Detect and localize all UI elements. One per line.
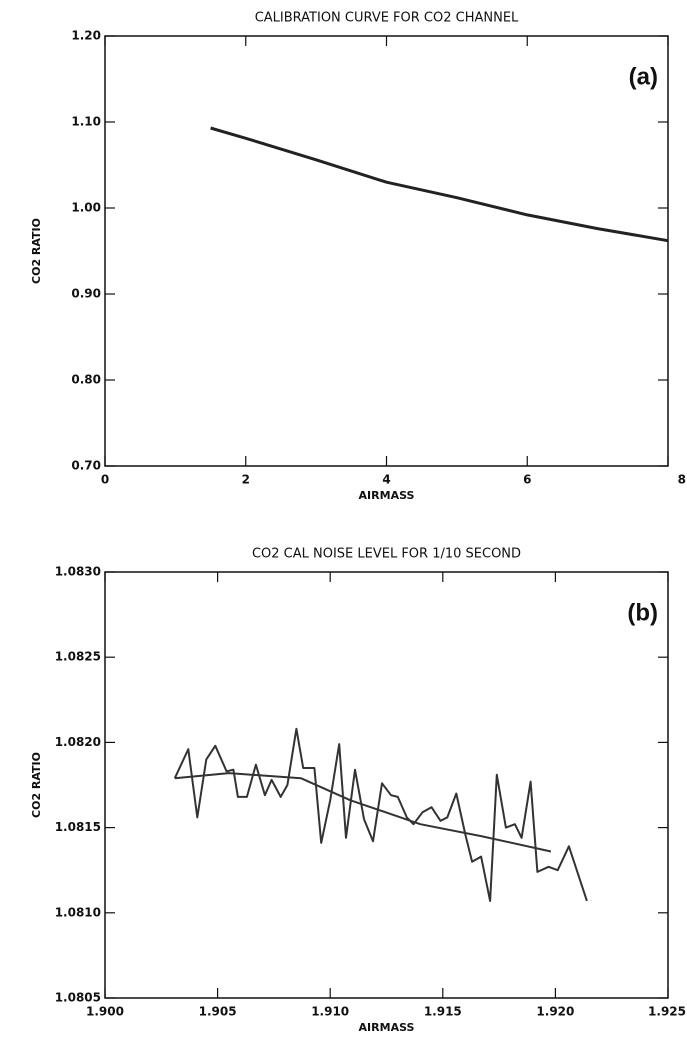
y-tick-label: 1.0810 [55, 905, 101, 919]
x-tick-label: 4 [382, 473, 390, 487]
x-tick-label: 1.920 [536, 1005, 574, 1019]
x-axis-label: AIRMASS [359, 489, 415, 502]
y-tick-label: 1.00 [71, 201, 101, 215]
x-tick-label: 1.910 [311, 1005, 349, 1019]
x-tick-label: 1.915 [424, 1005, 462, 1019]
x-tick-label: 8 [678, 473, 686, 487]
x-tick-label: 1.900 [86, 1005, 124, 1019]
y-tick-label: 0.70 [71, 459, 101, 473]
y-axis-label: CO2 RATIO [30, 218, 43, 284]
y-tick-label: 1.0825 [55, 650, 101, 664]
y-tick-label: 1.0820 [55, 735, 101, 749]
y-tick-label: 0.90 [71, 287, 101, 301]
plot-frame [104, 571, 669, 999]
x-tick-label: 0 [101, 473, 109, 487]
chart-title: CALIBRATION CURVE FOR CO2 CHANNEL [255, 11, 519, 26]
plot-frame [104, 35, 669, 467]
x-axis-label: AIRMASS [359, 1021, 415, 1034]
y-tick-label: 1.10 [71, 115, 101, 129]
annotation: (a) [629, 63, 658, 90]
y-tick-label: 1.0815 [55, 820, 101, 834]
x-tick-label: 2 [242, 473, 250, 487]
x-tick-label: 6 [523, 473, 531, 487]
y-tick-label: 0.80 [71, 373, 101, 387]
y-axis-label: CO2 RATIO [30, 752, 43, 818]
x-tick-label: 1.905 [199, 1005, 237, 1019]
data-line [174, 772, 552, 853]
data-line [210, 126, 669, 243]
y-tick-label: 1.0805 [55, 991, 101, 1005]
chart-title: CO2 CAL NOISE LEVEL FOR 1/10 SECOND [252, 547, 521, 562]
y-tick-label: 1.0830 [55, 565, 101, 579]
annotation: (b) [627, 599, 658, 626]
data-line [173, 727, 588, 902]
y-tick-label: 1.20 [71, 29, 101, 43]
x-tick-label: 1.925 [648, 1005, 686, 1019]
